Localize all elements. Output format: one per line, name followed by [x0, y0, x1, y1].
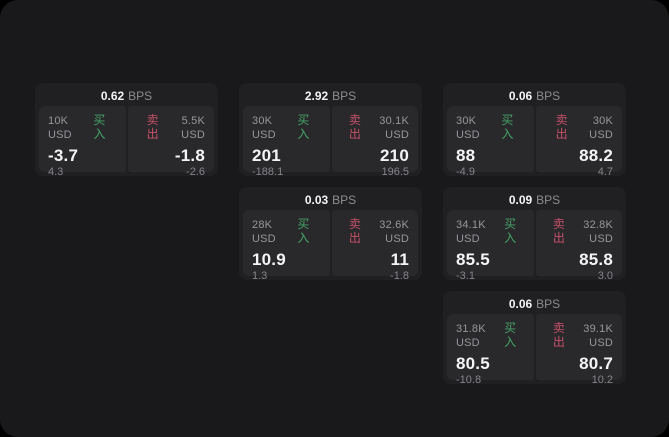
sell-label: 卖出: [348, 217, 361, 245]
sell-amount: 30.1K USD: [379, 115, 409, 141]
bps-value: 0.62: [100, 89, 125, 103]
buy-pane[interactable]: 10K USD 买入 -3.7 4.3: [39, 106, 126, 178]
buy-delta: -10.8: [456, 374, 482, 386]
quote-card[interactable]: 2.92 BPS 30K USD 买入 201 -188.1 卖出 30.1K …: [239, 83, 422, 178]
sell-label: 卖出: [552, 321, 565, 349]
quote-card[interactable]: 0.06 BPS 30K USD 买入 88 -4.9 卖出 30K USD: [443, 83, 626, 178]
bps-unit: BPS: [536, 297, 561, 311]
sell-delta: 4.7: [597, 166, 613, 178]
sell-price: 80.7: [579, 354, 613, 373]
bps-unit: BPS: [128, 89, 153, 103]
sell-delta: 10.2: [591, 374, 613, 386]
sell-pane[interactable]: 卖出 32.6K USD 11 -1.8: [331, 210, 418, 282]
buy-sell-panes: 30K USD 买入 88 -4.9 卖出 30K USD 88.2 4.7: [447, 106, 622, 178]
sell-pane[interactable]: 卖出 32.8K USD 85.8 3.0: [535, 210, 622, 282]
sell-delta: 196.5: [381, 166, 409, 178]
card-header: 0.62 BPS: [39, 87, 214, 106]
bps-value: 0.03: [304, 193, 329, 207]
buy-delta: -3.1: [456, 270, 475, 282]
buy-delta: 4.3: [48, 166, 64, 178]
buy-delta: -188.1: [252, 166, 284, 178]
sell-pane[interactable]: 卖出 39.1K USD 80.7 10.2: [535, 314, 622, 386]
quote-card[interactable]: 0.06 BPS 31.8K USD 买入 80.5 -10.8 卖出 39.1…: [443, 291, 626, 386]
sell-label: 卖出: [146, 113, 159, 141]
buy-delta: -4.9: [456, 166, 475, 178]
buy-sell-panes: 10K USD 买入 -3.7 4.3 卖出 5.5K USD -1.8 -2.…: [39, 106, 214, 178]
buy-price: 10.9: [252, 250, 286, 269]
sell-price: 85.8: [579, 250, 613, 269]
buy-pane[interactable]: 34.1K USD 买入 85.5 -3.1: [447, 210, 534, 282]
buy-amount: 31.8K USD: [456, 323, 486, 349]
buy-price: 85.5: [456, 250, 490, 269]
sell-label: 卖出: [555, 113, 568, 141]
buy-pane[interactable]: 31.8K USD 买入 80.5 -10.8: [447, 314, 534, 386]
sell-price: -1.8: [174, 146, 205, 165]
bps-unit: BPS: [536, 89, 561, 103]
bps-unit: BPS: [536, 193, 561, 207]
card-header: 0.06 BPS: [447, 295, 622, 314]
sell-pane[interactable]: 卖出 5.5K USD -1.8 -2.6: [127, 106, 214, 178]
buy-sell-panes: 34.1K USD 买入 85.5 -3.1 卖出 32.8K USD 85.8…: [447, 210, 622, 282]
sell-amount: 39.1K USD: [583, 323, 613, 349]
sell-amount: 30K USD: [589, 115, 613, 141]
sell-delta: 3.0: [597, 270, 613, 282]
buy-amount: 30K USD: [252, 115, 276, 141]
buy-label: 买入: [297, 217, 310, 245]
card-header: 0.03 BPS: [243, 191, 418, 210]
sell-delta: -1.8: [390, 270, 409, 282]
buy-label: 买入: [501, 113, 514, 141]
quote-card[interactable]: 0.62 BPS 10K USD 买入 -3.7 4.3 卖出 5.5K USD: [35, 83, 218, 178]
card-header: 2.92 BPS: [243, 87, 418, 106]
sell-pane[interactable]: 卖出 30.1K USD 210 196.5: [331, 106, 418, 178]
buy-label: 买入: [93, 113, 106, 141]
buy-label: 买入: [504, 321, 517, 349]
bps-unit: BPS: [332, 193, 357, 207]
sell-amount: 32.6K USD: [379, 219, 409, 245]
bps-value: 0.09: [508, 193, 533, 207]
buy-pane[interactable]: 30K USD 买入 201 -188.1: [243, 106, 330, 178]
card-header: 0.06 BPS: [447, 87, 622, 106]
buy-price: 201: [252, 146, 281, 165]
sell-label: 卖出: [348, 113, 361, 141]
quote-card[interactable]: 0.03 BPS 28K USD 买入 10.9 1.3 卖出 32.6K US…: [239, 187, 422, 282]
card-header: 0.09 BPS: [447, 191, 622, 210]
buy-amount: 30K USD: [456, 115, 480, 141]
quote-card[interactable]: 0.09 BPS 34.1K USD 买入 85.5 -3.1 卖出 32.8K…: [443, 187, 626, 282]
buy-delta: 1.3: [252, 270, 268, 282]
buy-amount: 34.1K USD: [456, 219, 486, 245]
buy-amount: 10K USD: [48, 115, 72, 141]
buy-label: 买入: [504, 217, 517, 245]
buy-sell-panes: 30K USD 买入 201 -188.1 卖出 30.1K USD 210 1…: [243, 106, 418, 178]
sell-amount: 32.8K USD: [583, 219, 613, 245]
buy-amount: 28K USD: [252, 219, 276, 245]
sell-amount: 5.5K USD: [181, 115, 205, 141]
buy-sell-panes: 28K USD 买入 10.9 1.3 卖出 32.6K USD 11 -1.8: [243, 210, 418, 282]
sell-price: 88.2: [579, 146, 613, 165]
bps-value: 0.06: [508, 89, 533, 103]
buy-price: 80.5: [456, 354, 490, 373]
sell-label: 卖出: [552, 217, 565, 245]
quote-card-grid: 0.62 BPS 10K USD 买入 -3.7 4.3 卖出 5.5K USD: [35, 83, 626, 386]
buy-label: 买入: [297, 113, 310, 141]
buy-price: 88: [456, 146, 476, 165]
sell-delta: -2.6: [186, 166, 205, 178]
buy-price: -3.7: [48, 146, 79, 165]
sell-pane[interactable]: 卖出 30K USD 88.2 4.7: [535, 106, 622, 178]
bps-value: 2.92: [304, 89, 329, 103]
bps-value: 0.06: [508, 297, 533, 311]
buy-pane[interactable]: 28K USD 买入 10.9 1.3: [243, 210, 330, 282]
buy-sell-panes: 31.8K USD 买入 80.5 -10.8 卖出 39.1K USD 80.…: [447, 314, 622, 386]
sell-price: 210: [380, 146, 409, 165]
buy-pane[interactable]: 30K USD 买入 88 -4.9: [447, 106, 534, 178]
bps-unit: BPS: [332, 89, 357, 103]
sell-price: 11: [390, 250, 409, 269]
